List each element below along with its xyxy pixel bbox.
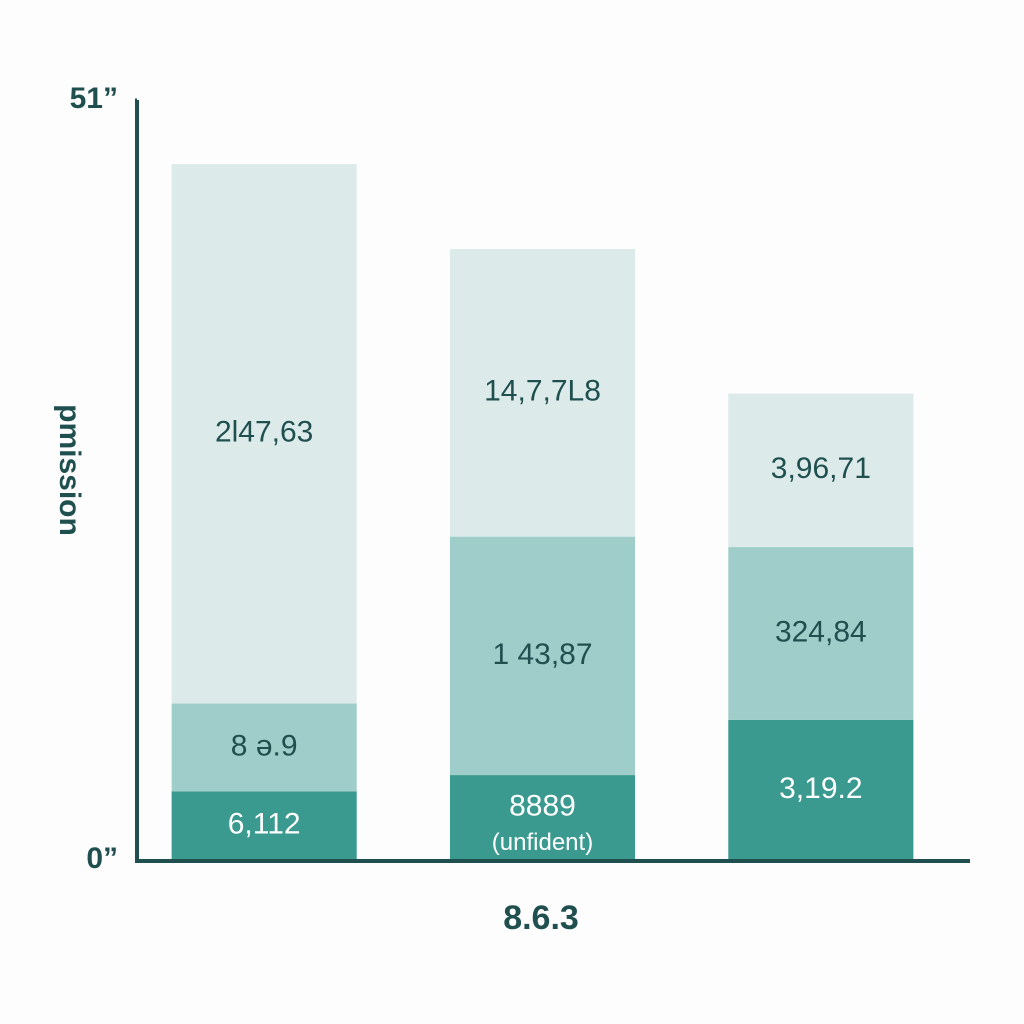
x-axis-label: 8.6.3 bbox=[503, 899, 579, 937]
value-label: 8 ə.9 bbox=[231, 729, 298, 762]
bar-segment bbox=[449, 249, 636, 537]
y-axis-label: pmission bbox=[53, 404, 86, 536]
value-label: 324,84 bbox=[775, 615, 867, 648]
value-label: 3,96,71 bbox=[771, 452, 871, 485]
bar-segment bbox=[728, 547, 914, 720]
bar-segment bbox=[171, 791, 357, 860]
value-label: 3,19.2 bbox=[779, 772, 862, 805]
bar-segment bbox=[171, 164, 357, 704]
bar-segment bbox=[728, 719, 914, 860]
value-label: 14,7,7L8 bbox=[484, 375, 601, 408]
bar-segment bbox=[449, 775, 636, 860]
y-tick-label: 0” bbox=[86, 842, 118, 875]
value-label: 8889 bbox=[509, 789, 576, 822]
annotation: (unfident) bbox=[492, 829, 593, 856]
bar-segment bbox=[171, 703, 357, 792]
value-label: 6,112 bbox=[228, 808, 301, 841]
y-tick-label: 51” bbox=[70, 82, 118, 115]
value-label: 1 43,87 bbox=[492, 638, 592, 671]
value-label: 2l47,63 bbox=[215, 416, 313, 449]
bar-segment bbox=[449, 536, 636, 776]
bar-segment bbox=[728, 393, 914, 548]
